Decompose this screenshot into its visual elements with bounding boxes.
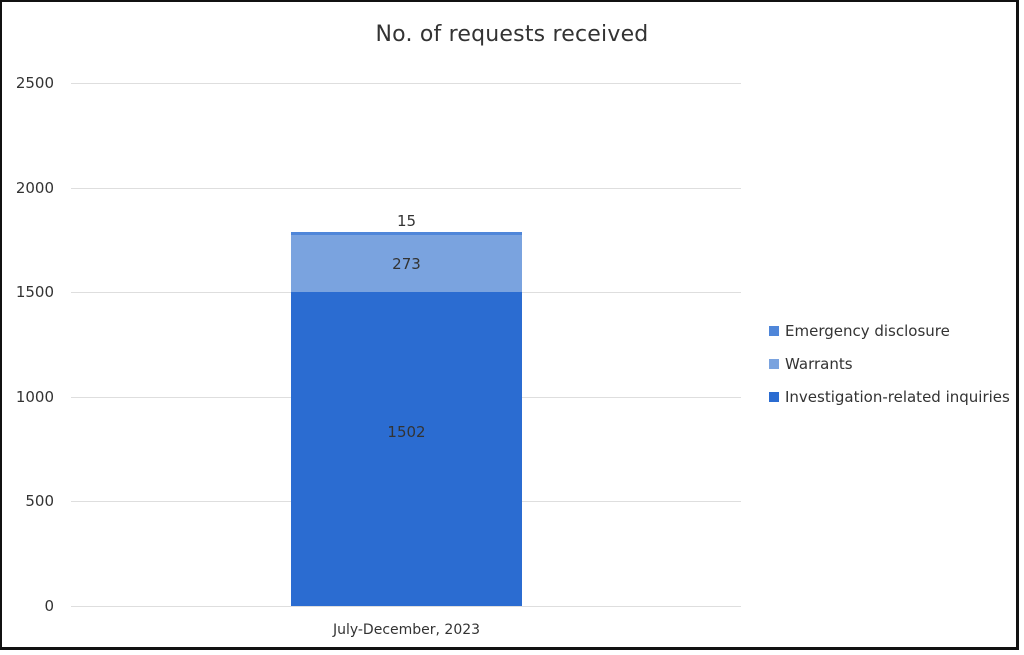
gridline-2500 xyxy=(71,83,741,84)
legend-label-emergency: Emergency disclosure xyxy=(785,321,950,340)
legend-item-investigation: Investigation-related inquiries xyxy=(769,380,1010,413)
legend-label-warrants: Warrants xyxy=(785,354,853,373)
y-tick-1000: 1000 xyxy=(15,388,54,406)
legend-swatch-emergency-icon xyxy=(769,325,779,336)
y-tick-2500: 2500 xyxy=(15,74,54,92)
data-label-warrants: 273 xyxy=(392,255,421,273)
data-label-investigation: 1502 xyxy=(387,423,426,441)
legend-swatch-investigation-icon xyxy=(769,391,779,402)
chart-title: No. of requests received xyxy=(375,22,649,47)
x-category-label: July-December, 2023 xyxy=(332,622,481,638)
data-label-emergency: 15 xyxy=(396,212,417,230)
y-tick-1500: 1500 xyxy=(15,283,54,301)
legend-item-emergency: Emergency disclosure xyxy=(769,314,1010,347)
bar-segment-warrants xyxy=(291,235,522,292)
gridline-0 xyxy=(71,606,741,607)
legend-swatch-warrants-icon xyxy=(769,358,779,369)
legend-label-investigation: Investigation-related inquiries xyxy=(785,387,1010,406)
y-tick-2000: 2000 xyxy=(15,179,54,197)
y-tick-0: 0 xyxy=(44,597,54,615)
gridline-2000 xyxy=(71,188,741,189)
bar-segment-investigation xyxy=(291,292,522,606)
legend: Emergency disclosure Warrants Investigat… xyxy=(769,314,1010,413)
legend-item-warrants: Warrants xyxy=(769,347,1010,380)
y-tick-500: 500 xyxy=(25,492,54,510)
bar-segment-emergency xyxy=(291,232,522,235)
